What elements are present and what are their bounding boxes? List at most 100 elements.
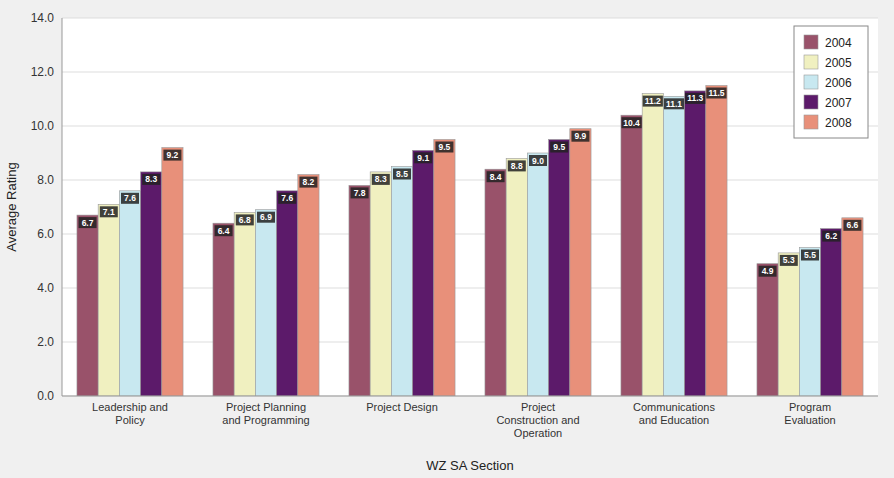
grid-line bbox=[62, 288, 878, 289]
data-label-box bbox=[414, 152, 432, 163]
data-label: 9.2 bbox=[167, 150, 179, 160]
data-label: 8.3 bbox=[375, 174, 387, 184]
y-tick-label: 10.0 bbox=[31, 119, 55, 133]
data-label: 8.8 bbox=[511, 161, 523, 171]
data-label: 7.1 bbox=[103, 207, 115, 217]
x-tick-label: Communicationsand Education bbox=[633, 401, 715, 426]
data-label-box bbox=[100, 206, 118, 217]
data-label-box bbox=[706, 88, 726, 99]
data-label-box bbox=[685, 93, 705, 104]
data-label-box bbox=[487, 171, 505, 182]
data-label: 7.6 bbox=[281, 193, 293, 203]
legend-label: 2006 bbox=[825, 76, 852, 90]
legend-swatch bbox=[804, 35, 818, 49]
data-label: 6.4 bbox=[218, 226, 230, 236]
data-label-box bbox=[435, 142, 453, 153]
bar bbox=[213, 223, 234, 396]
x-tick-label-line: Construction and bbox=[496, 414, 579, 426]
data-label: 6.9 bbox=[260, 212, 272, 222]
x-tick-label-line: Project Design bbox=[366, 401, 438, 413]
legend-swatch bbox=[804, 55, 818, 69]
y-tick-label: 8.0 bbox=[37, 173, 54, 187]
legend-swatch bbox=[804, 75, 818, 89]
data-label: 8.5 bbox=[396, 169, 408, 179]
data-label: 9.5 bbox=[439, 142, 451, 152]
data-label-box bbox=[257, 212, 275, 223]
data-label-box bbox=[759, 266, 777, 277]
x-tick-label-line: Operation bbox=[514, 427, 562, 439]
data-label-box bbox=[664, 98, 684, 109]
bar bbox=[162, 148, 183, 396]
x-tick-label: Leadership andPolicy bbox=[92, 401, 168, 426]
data-label: 8.4 bbox=[490, 172, 502, 182]
x-tick-label-line: Project Planning bbox=[226, 401, 306, 413]
bar bbox=[349, 185, 370, 396]
bar bbox=[485, 169, 506, 396]
data-label: 10.4 bbox=[623, 118, 640, 128]
plot-area bbox=[62, 18, 878, 396]
bar bbox=[298, 175, 319, 396]
data-label-box bbox=[121, 193, 139, 204]
x-tick-label: ProgramEvaluation bbox=[784, 401, 835, 426]
data-label-box bbox=[215, 225, 233, 236]
bar bbox=[370, 172, 391, 396]
bars bbox=[77, 86, 863, 397]
data-label-box bbox=[801, 250, 819, 261]
y-tick-label: 4.0 bbox=[37, 281, 54, 295]
x-tick-label: Project Design bbox=[366, 401, 438, 413]
bar bbox=[391, 167, 412, 397]
bar bbox=[821, 229, 842, 396]
x-axis-label: WZ SA Section bbox=[426, 458, 513, 473]
data-label-box bbox=[529, 155, 547, 166]
bar bbox=[255, 210, 276, 396]
legend-label: 2007 bbox=[825, 96, 852, 110]
data-label-box bbox=[278, 193, 296, 204]
bar bbox=[434, 140, 455, 397]
data-label-box bbox=[550, 142, 568, 153]
legend-box bbox=[794, 26, 868, 138]
legend: 20042005200620072008 bbox=[794, 26, 868, 138]
bar bbox=[778, 253, 799, 396]
data-label-box bbox=[163, 150, 181, 161]
legend-swatch bbox=[804, 95, 818, 109]
data-label: 9.1 bbox=[417, 153, 429, 163]
data-labels: 6.76.47.88.410.44.97.16.88.38.811.25.37.… bbox=[79, 88, 862, 277]
x-tick-label-line: Evaluation bbox=[784, 414, 835, 426]
y-axis-label: Average Rating bbox=[4, 162, 19, 251]
grid-line bbox=[62, 342, 878, 343]
bar bbox=[799, 248, 820, 397]
bar bbox=[527, 153, 548, 396]
data-label: 9.5 bbox=[553, 142, 565, 152]
data-label: 6.7 bbox=[82, 218, 94, 228]
bar bbox=[549, 140, 570, 397]
y-tick-label: 2.0 bbox=[37, 335, 54, 349]
data-label-box bbox=[142, 174, 160, 185]
bar bbox=[842, 218, 863, 396]
bar bbox=[642, 94, 663, 396]
bar bbox=[685, 91, 706, 396]
bar bbox=[413, 150, 434, 396]
x-tick-label-line: Communications bbox=[633, 401, 715, 413]
background bbox=[0, 0, 894, 478]
data-label-box bbox=[621, 117, 641, 128]
x-tick-label-line: and Education bbox=[639, 414, 709, 426]
data-label: 9.0 bbox=[532, 156, 544, 166]
data-label: 6.8 bbox=[239, 215, 251, 225]
data-label-box bbox=[393, 169, 411, 180]
data-label: 11.5 bbox=[708, 88, 724, 98]
x-tick-label-line: Project bbox=[521, 401, 555, 413]
bar bbox=[277, 191, 298, 396]
bar bbox=[119, 191, 140, 396]
data-label: 5.3 bbox=[783, 255, 795, 265]
bar bbox=[570, 129, 591, 396]
bar bbox=[234, 212, 255, 396]
x-tick-label-line: Leadership and bbox=[92, 401, 168, 413]
grid-line bbox=[62, 126, 878, 127]
legend-label: 2008 bbox=[825, 116, 852, 130]
data-label-box bbox=[79, 217, 97, 228]
y-tick-label: 14.0 bbox=[31, 11, 55, 25]
grid-line bbox=[62, 72, 878, 73]
y-tick-label: 6.0 bbox=[37, 227, 54, 241]
y-axis-line bbox=[62, 18, 63, 396]
data-label: 7.8 bbox=[354, 188, 366, 198]
